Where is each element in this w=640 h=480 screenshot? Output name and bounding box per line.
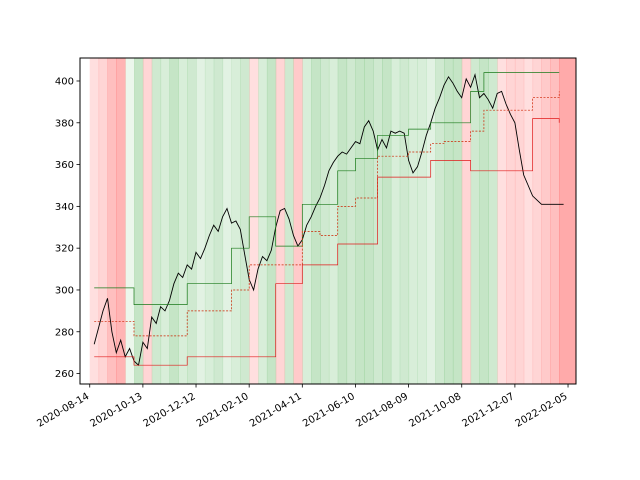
background-band: [399, 58, 410, 384]
series-line-3: [94, 91, 560, 337]
background-band: [98, 58, 108, 384]
plot-lines: [93, 72, 564, 367]
y-tick-label: 340: [55, 202, 74, 213]
x-tick-label: 2022-02-05: [514, 391, 570, 430]
x-tick-label: 2021-02-10: [195, 391, 251, 430]
background-band: [116, 58, 126, 384]
background-band: [452, 58, 463, 384]
background-band: [125, 58, 135, 384]
background-band: [169, 58, 179, 384]
background-band: [337, 58, 348, 384]
background-band: [302, 58, 312, 384]
background-band: [470, 58, 480, 384]
x-tick-label: 2021-08-09: [354, 391, 410, 430]
series-line-1: [94, 72, 560, 305]
background-band: [382, 58, 392, 384]
background-band: [364, 58, 374, 384]
background-band: [479, 58, 489, 384]
background-band: [390, 58, 401, 384]
background-band: [426, 58, 436, 384]
background-band: [461, 58, 472, 384]
y-tick-label: 380: [55, 118, 74, 129]
background-band: [213, 58, 224, 384]
background-band: [204, 58, 215, 384]
y-tick-label: 400: [55, 76, 74, 87]
background-band: [444, 58, 454, 384]
background-band: [311, 58, 321, 384]
background-band: [151, 58, 162, 384]
series-line-0: [93, 72, 564, 367]
background-band: [523, 58, 534, 384]
background-band: [89, 58, 100, 384]
x-tick-label: 2021-06-10: [301, 391, 357, 430]
y-tick-label: 300: [55, 285, 74, 296]
background-band: [178, 58, 188, 384]
background-band: [266, 58, 277, 384]
background-band: [497, 58, 507, 384]
x-tick-label: 2021-12-07: [461, 391, 517, 430]
y-tick-label: 320: [55, 244, 74, 255]
background-band: [417, 58, 427, 384]
background-band: [532, 58, 542, 384]
x-axis: 2020-08-142020-10-132020-12-122021-02-10…: [35, 384, 570, 430]
background-band: [435, 58, 445, 384]
x-tick-label: 2020-10-13: [89, 391, 145, 430]
y-tick-label: 360: [55, 160, 74, 171]
x-tick-label: 2020-12-12: [142, 391, 198, 430]
y-tick-label: 280: [55, 327, 74, 338]
background-band: [346, 58, 356, 384]
background-band: [160, 58, 170, 384]
background-band: [320, 58, 330, 384]
series-line-2: [94, 118, 560, 366]
background-band: [541, 58, 551, 384]
background-band: [488, 58, 498, 384]
background-band: [240, 58, 250, 384]
background-band: [506, 58, 516, 384]
background-band: [258, 58, 268, 384]
background-band: [196, 58, 206, 384]
plot-frame: [79, 57, 577, 385]
background-band: [514, 58, 525, 384]
background-band: [187, 58, 197, 384]
background-band: [222, 58, 232, 384]
background-band: [107, 58, 117, 384]
x-tick-label: 2021-04-11: [248, 391, 304, 430]
background-band: [275, 58, 286, 384]
y-axis: 260 280 300 320 340 360 380 400: [55, 76, 80, 380]
background-band: [249, 58, 259, 384]
x-tick-label: 2020-08-14: [35, 391, 91, 430]
background-band: [293, 58, 303, 384]
background-band: [559, 58, 576, 384]
x-tick-label: 2021-10-08: [407, 391, 463, 430]
background-band: [550, 58, 560, 384]
background-band: [408, 58, 418, 384]
y-tick-label: 260: [55, 369, 74, 380]
background-band: [328, 58, 339, 384]
background-regime-bands: [89, 58, 576, 384]
background-band: [142, 58, 153, 384]
background-band: [134, 58, 144, 384]
background-band: [355, 58, 365, 384]
